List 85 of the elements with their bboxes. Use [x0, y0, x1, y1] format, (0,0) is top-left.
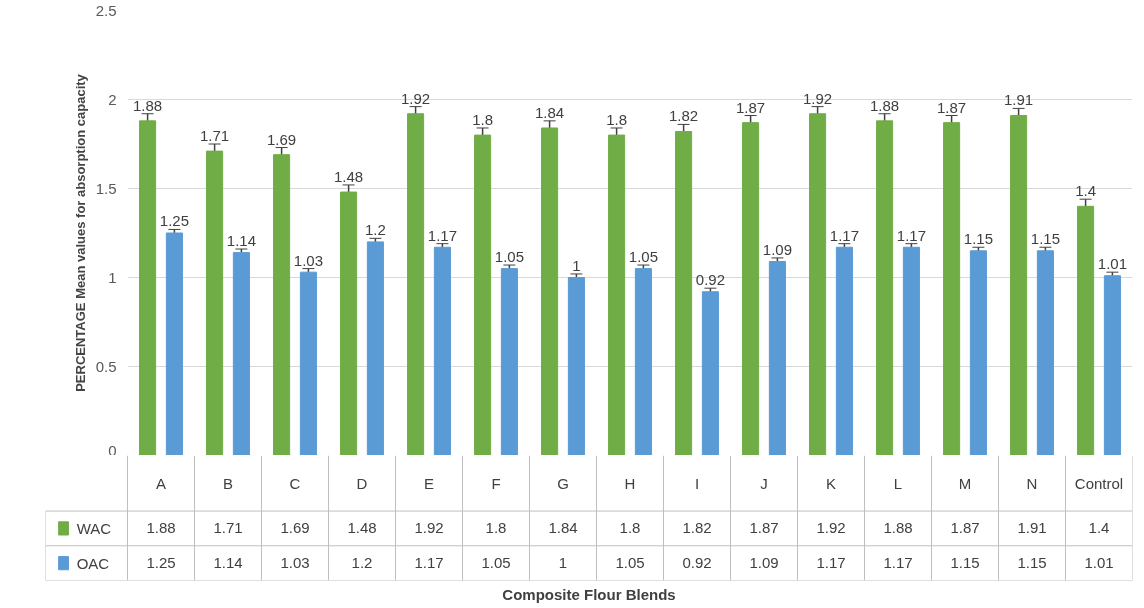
annotation: 1.09: [762, 240, 793, 258]
data-label: 1.17: [883, 554, 913, 572]
x-tick-label: H: [624, 474, 636, 492]
annotation: 1.8: [472, 110, 494, 128]
x-tick-label: E: [424, 474, 435, 492]
data-label: 1.87: [749, 519, 779, 537]
annotation: 1.92: [803, 89, 833, 107]
annotation: 1.82: [669, 107, 699, 125]
data-label: 1.91: [1017, 519, 1047, 537]
annotation: 1.87: [736, 98, 766, 116]
y-tick-label: 1: [108, 268, 117, 286]
data-label: 1.4: [1088, 519, 1110, 537]
data-label: 1.88: [883, 519, 913, 537]
data-label: 1.25: [146, 554, 176, 572]
annotation: 1.88: [133, 96, 163, 114]
legend-label: OAC: [76, 554, 110, 572]
annotation: 1: [572, 256, 581, 274]
data-label: 1.05: [615, 554, 645, 572]
annotation: 1.4: [1075, 182, 1097, 200]
annotation: 1.15: [1030, 230, 1061, 248]
x-tick-label: G: [557, 474, 569, 492]
annotation: 1.48: [334, 167, 364, 185]
annotation: 1.87: [937, 98, 967, 116]
data-label: 1.8: [485, 519, 507, 537]
y-tick-label: 0: [108, 441, 117, 459]
data-label: 1.17: [816, 554, 846, 572]
data-label: 1.69: [280, 519, 310, 537]
annotation: 1.92: [401, 89, 431, 107]
data-label: 1.17: [414, 554, 444, 572]
y-axis-title: PERCENTAGE Mean values for absorption capacity: [72, 73, 88, 392]
annotation: 1.03: [293, 251, 324, 269]
x-tick-label: M: [958, 474, 972, 492]
data-label: 1.71: [213, 519, 243, 537]
x-tick-label: L: [893, 474, 903, 492]
x-tick-label: K: [826, 474, 837, 492]
data-label: 1.2: [351, 554, 373, 572]
data-label: 1.92: [414, 519, 444, 537]
x-tick-label: Control: [1074, 474, 1124, 492]
data-label: 1: [558, 554, 568, 572]
data-label: 1.14: [213, 554, 243, 572]
x-tick-label: A: [156, 474, 167, 492]
legend-label: WAC: [76, 519, 112, 537]
annotation: 1.17: [427, 226, 458, 244]
x-tick-label: N: [1026, 474, 1038, 492]
annotation: 1.15: [963, 230, 994, 248]
data-label: 1.15: [1017, 554, 1047, 572]
data-label: 1.01: [1084, 554, 1114, 572]
annotation: 1.69: [267, 130, 297, 148]
data-label: 1.03: [280, 554, 310, 572]
data-label: 1.05: [481, 554, 511, 572]
x-tick-label: B: [223, 474, 234, 492]
data-label: 1.92: [816, 519, 846, 537]
annotation: 1.91: [1004, 91, 1034, 109]
annotation: 1.01: [1097, 255, 1128, 273]
data-label: 1.15: [950, 554, 980, 572]
data-label: 1.8: [619, 519, 641, 537]
annotation: 1.05: [628, 248, 659, 266]
annotation: 1.14: [226, 232, 257, 250]
annotation: 1.2: [364, 221, 386, 239]
annotation: 1.25: [159, 212, 190, 230]
annotation: 1.17: [829, 226, 860, 244]
data-label: 1.88: [146, 519, 176, 537]
data-label: 1.82: [682, 519, 712, 537]
data-label: 1.48: [347, 519, 377, 537]
text: Composite Flour Blends: [502, 585, 676, 603]
annotation: 1.71: [200, 127, 230, 144]
annotation: 1.84: [535, 103, 565, 121]
annotation: 1.8: [606, 110, 628, 128]
annotation: 1.88: [870, 96, 900, 114]
annotation: 0.92: [695, 271, 726, 289]
y-tick-label: 2: [108, 90, 117, 108]
y-tick-label: 2.5: [95, 1, 117, 19]
annotation: 1.05: [494, 248, 525, 266]
data-label: 1.84: [548, 519, 578, 537]
x-tick-label: F: [491, 474, 501, 492]
annotation: 1.17: [896, 226, 927, 244]
y-tick-label: 1.5: [95, 179, 117, 197]
data-label: 0.92: [682, 554, 712, 572]
y-tick-label: 0.5: [95, 357, 117, 375]
x-tick-label: I: [694, 474, 700, 492]
data-label: 1.87: [950, 519, 980, 537]
data-label: 1.09: [749, 554, 779, 572]
x-tick-label: J: [760, 474, 768, 492]
x-tick-label: C: [289, 474, 301, 492]
x-tick-label: D: [356, 474, 368, 492]
